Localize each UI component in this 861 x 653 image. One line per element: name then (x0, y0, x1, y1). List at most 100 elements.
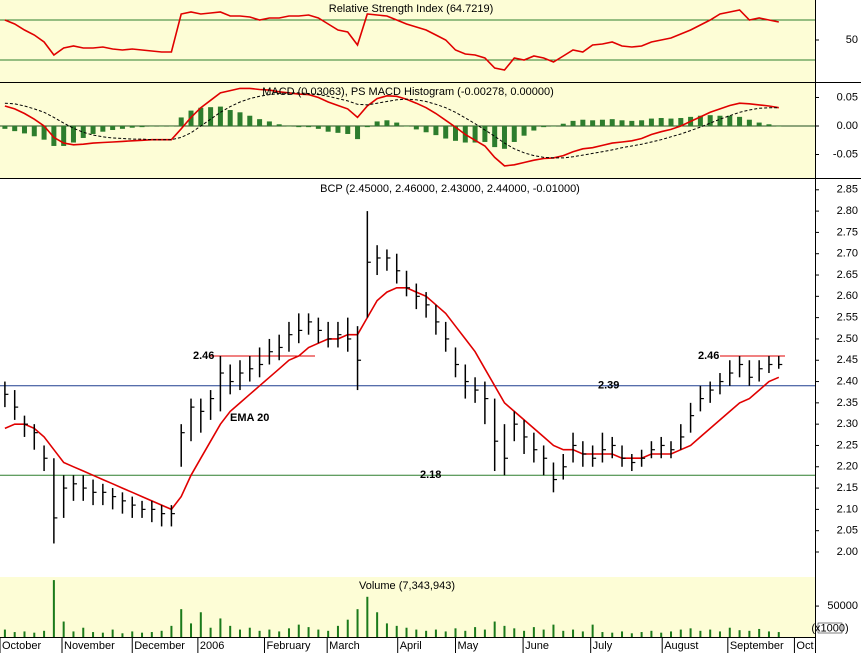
y-tick-label: 0.00 (837, 120, 858, 132)
y-tick-label: 2.45 (837, 354, 858, 366)
histogram-bar (41, 125, 47, 140)
x-tick-label: Oct (796, 640, 813, 652)
panel-title: Volume (7,343,943) (359, 580, 455, 592)
histogram-bar (443, 125, 449, 139)
histogram-bar (306, 125, 312, 128)
volume-bar (650, 630, 653, 637)
volume-bar (278, 631, 281, 637)
volume-bar (630, 633, 633, 637)
volume-bar (121, 633, 124, 637)
histogram-bar (590, 120, 596, 126)
histogram-bar (717, 115, 723, 126)
histogram-bar (21, 125, 27, 134)
histogram-bar (619, 120, 625, 126)
y-tick-label: 2.35 (837, 397, 858, 409)
histogram-bar (560, 123, 566, 126)
histogram-bar (276, 124, 282, 126)
volume-bar (160, 630, 163, 637)
histogram-bar (570, 120, 576, 126)
volume-bar (82, 627, 85, 637)
y-tick-label: 2.55 (837, 312, 858, 324)
volume-bar (52, 580, 55, 637)
histogram-bar (12, 125, 18, 132)
histogram-bar (61, 125, 67, 146)
histogram-bar (776, 125, 782, 127)
x-tick-label: February (266, 640, 311, 652)
histogram-bar (208, 107, 214, 126)
histogram-bar (639, 120, 645, 126)
unit-box (817, 622, 843, 634)
volume-bar (190, 623, 193, 637)
volume-bar (493, 621, 496, 637)
volume-bar (464, 630, 467, 637)
level-label: 2.39 (598, 380, 619, 392)
histogram-bar (550, 125, 556, 127)
histogram-bar (119, 125, 125, 129)
histogram-bar (756, 122, 762, 126)
x-tick-label: August (664, 640, 698, 652)
histogram-bar (668, 118, 674, 126)
series-line (4, 87, 779, 167)
histogram-bar (80, 125, 86, 138)
volume-bar (356, 609, 359, 637)
histogram-bar (355, 125, 361, 140)
rsi-panel (0, 0, 815, 82)
volume-bar (13, 632, 16, 637)
panel-title: Relative Strength Index (64.7219) (329, 3, 494, 15)
volume-bar (523, 630, 526, 637)
volume-bar (376, 612, 379, 637)
histogram-bar (129, 125, 135, 128)
volume-bar (581, 631, 584, 637)
series-line (4, 92, 779, 159)
histogram-bar (90, 125, 96, 134)
volume-bar (3, 629, 6, 637)
volume-bar (444, 631, 447, 637)
volume-bar (180, 609, 183, 637)
histogram-bar (286, 125, 292, 127)
histogram-bar (168, 125, 174, 127)
y-tick-label: 2.40 (837, 375, 858, 387)
volume-bar (562, 630, 565, 637)
histogram-bar (658, 118, 664, 126)
histogram-bar (678, 118, 684, 126)
series-line (4, 9, 779, 71)
histogram-bar (452, 125, 458, 141)
volume-bar (268, 629, 271, 637)
volume-bar (238, 629, 241, 637)
x-tick-label: December (134, 640, 185, 652)
histogram-bar (100, 125, 106, 132)
volume-bar (532, 627, 535, 637)
volume-bar (199, 612, 202, 637)
y-tick-label: 2.25 (837, 439, 858, 451)
x-tick-label: November (64, 640, 115, 652)
volume-bar (640, 632, 643, 637)
histogram-bar (404, 125, 410, 127)
volume-bar (111, 629, 114, 637)
panel-title: BCP (2.45000, 2.46000, 2.43000, 2.44000,… (320, 183, 580, 195)
histogram-bar (413, 125, 419, 130)
y-tick-label: 2.30 (837, 418, 858, 430)
volume-bar (660, 632, 663, 637)
histogram-bar (629, 120, 635, 126)
volume-bar (385, 623, 388, 637)
volume-bar (670, 631, 673, 637)
histogram-bar (766, 124, 772, 126)
y-tick-label: 2.75 (837, 226, 858, 238)
volume-bar (131, 631, 134, 637)
volume-bar (513, 628, 516, 637)
x-tick-label: 2006 (200, 640, 224, 652)
volume-bar (748, 630, 751, 637)
volume-bar (474, 627, 477, 637)
volume-bar (591, 624, 594, 637)
volume-bar (758, 628, 761, 637)
volume-bar (23, 631, 26, 637)
y-tick-label: 0.05 (837, 91, 858, 103)
histogram-bar (727, 115, 733, 126)
price-panel (0, 180, 815, 575)
volume-bar (248, 627, 251, 637)
histogram-bar (492, 125, 498, 148)
volume-bar (92, 632, 95, 637)
volume-bar (141, 632, 144, 637)
histogram-bar (609, 119, 615, 126)
volume-bar (611, 632, 614, 637)
